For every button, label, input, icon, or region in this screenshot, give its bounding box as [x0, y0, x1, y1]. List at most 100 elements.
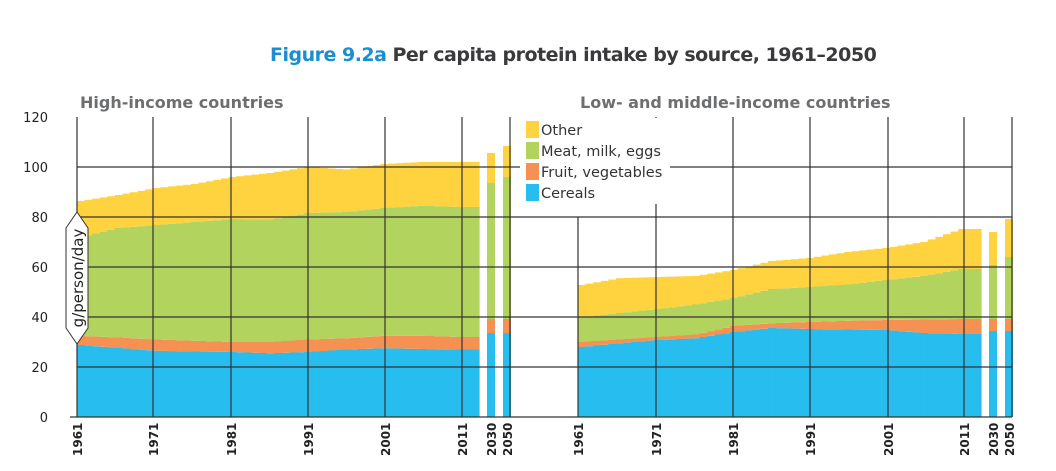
area-segment-cereals-1985: [259, 353, 268, 417]
x-tick-label: 2030: [485, 423, 499, 456]
area-segment-fruit-vegetables-1966: [114, 337, 124, 348]
area-segment-other-1964: [99, 197, 108, 232]
area-segment-cereals-1996: [342, 349, 351, 417]
area-segment-fruit-vegetables-1998: [859, 320, 868, 330]
area-segment-cereals-1987: [775, 328, 784, 417]
area-segment-fruit-vegetables-1973: [669, 336, 678, 340]
area-segment-fruit-vegetables-2013: [471, 337, 480, 350]
area-segment-other-1985: [760, 262, 769, 291]
area-segment-meat-milk-eggs-1992: [312, 212, 321, 340]
area-segment-cereals-1964: [600, 344, 609, 417]
area-segment-cereals-2001: [882, 330, 891, 417]
y-tick-label: 60: [31, 261, 48, 276]
area-segment-fruit-vegetables-1972: [160, 339, 169, 351]
area-segment-cereals-1962: [585, 346, 594, 417]
area-segment-meat-milk-eggs-1994: [828, 285, 838, 322]
area-segment-cereals-2003: [897, 331, 906, 417]
area-segment-other-1979: [213, 179, 222, 221]
area-segment-meat-milk-eggs-1967: [623, 312, 632, 339]
area-segment-other-1996: [844, 252, 853, 285]
legend-box: [520, 118, 670, 204]
area-segment-meat-milk-eggs-2007: [425, 206, 435, 336]
area-segment-other-1983: [243, 175, 253, 220]
area-segment-fruit-vegetables-2001: [882, 320, 891, 330]
area-segment-meat-milk-eggs-1976: [190, 222, 199, 341]
area-segment-fruit-vegetables-1988: [783, 322, 792, 329]
area-segment-fruit-vegetables-1999: [866, 320, 876, 330]
area-segment-other-1999: [866, 249, 876, 282]
area-segment-meat-milk-eggs-1998: [859, 282, 868, 321]
area-segment-meat-milk-eggs-1979: [213, 220, 222, 342]
x-tick-label: 1981: [225, 423, 239, 456]
area-segment-other-1969: [638, 277, 647, 311]
area-segment-meat-milk-eggs-1995: [836, 285, 845, 321]
area-segment-meat-milk-eggs-1997: [851, 283, 860, 321]
area-segment-meat-milk-eggs-1970: [646, 309, 655, 338]
area-segment-meat-milk-eggs-2004: [905, 277, 914, 320]
x-tick-label: 2011: [456, 423, 470, 456]
area-segment-fruit-vegetables-2009: [943, 319, 952, 334]
area-segment-other-1966: [616, 278, 625, 313]
area-segment-meat-milk-eggs-2001: [882, 280, 891, 320]
area-segment-meat-milk-eggs-1975: [183, 222, 192, 341]
bar-fruit-vegetables-2050: [1005, 319, 1013, 331]
area-segment-meat-milk-eggs-1985: [259, 219, 268, 342]
area-segment-meat-milk-eggs-1971: [152, 225, 161, 340]
area-segment-fruit-vegetables-1978: [707, 331, 716, 336]
area-segment-fruit-vegetables-1986: [768, 323, 777, 328]
area-segment-cereals-2005: [410, 348, 419, 417]
area-segment-meat-milk-eggs-2005: [912, 276, 921, 320]
legend-swatch: [526, 142, 539, 159]
area-segment-meat-milk-eggs-1973: [669, 307, 678, 336]
area-segment-cereals-2005: [912, 332, 921, 417]
area-segment-cereals-2009: [441, 349, 450, 417]
area-segment-fruit-vegetables-2009: [441, 336, 450, 350]
area-segment-cereals-1975: [684, 338, 693, 417]
area-segment-cereals-1996: [844, 329, 853, 417]
area-segment-cereals-1993: [319, 351, 328, 417]
area-segment-meat-milk-eggs-2012: [463, 207, 472, 337]
area-segment-meat-milk-eggs-1981: [228, 219, 237, 342]
area-segment-fruit-vegetables-2006: [418, 335, 427, 349]
area-segment-cereals-1967: [122, 348, 131, 417]
area-segment-meat-milk-eggs-2010: [448, 206, 457, 337]
area-segment-other-2007: [425, 162, 435, 206]
bar-other-2050: [1005, 219, 1013, 257]
area-segment-fruit-vegetables-1999: [365, 336, 374, 349]
area-segment-other-1977: [699, 274, 708, 304]
area-segment-fruit-vegetables-1966: [616, 339, 625, 344]
area-segment-cereals-1966: [114, 348, 124, 417]
right-panel-title: Low- and middle-income countries: [580, 93, 891, 112]
area-segment-fruit-vegetables-1980: [722, 327, 731, 334]
area-segment-fruit-vegetables-1979: [714, 329, 724, 335]
area-segment-other-1999: [365, 166, 374, 210]
y-axis-label: g/person/day: [69, 229, 87, 328]
area-segment-cereals-1963: [92, 346, 101, 417]
area-segment-cereals-2002: [889, 330, 898, 417]
area-segment-fruit-vegetables-1982: [737, 325, 746, 332]
area-segment-fruit-vegetables-2007: [425, 336, 435, 350]
area-segment-meat-milk-eggs-1971: [654, 309, 663, 337]
area-segment-other-2011: [456, 162, 465, 207]
area-segment-fruit-vegetables-1989: [790, 322, 800, 329]
area-segment-cereals-2009: [943, 333, 952, 417]
area-segment-meat-milk-eggs-1983: [745, 294, 754, 325]
area-segment-other-1996: [342, 169, 351, 212]
area-segment-other-1990: [798, 258, 807, 288]
area-segment-other-2004: [905, 244, 914, 278]
area-segment-other-1984: [251, 174, 260, 220]
area-segment-meat-milk-eggs-1978: [205, 220, 215, 342]
area-segment-meat-milk-eggs-1981: [730, 298, 739, 326]
area-segment-fruit-vegetables-1997: [350, 337, 359, 350]
legend-label: Cereals: [541, 186, 595, 202]
area-segment-cereals-1965: [107, 347, 116, 417]
area-segment-fruit-vegetables-1982: [236, 342, 245, 353]
area-segment-cereals-1975: [183, 351, 192, 417]
area-segment-meat-milk-eggs-2009: [441, 206, 450, 337]
area-segment-other-2006: [920, 242, 929, 276]
area-segment-meat-milk-eggs-1964: [99, 231, 108, 337]
area-segment-other-1985: [259, 173, 268, 220]
area-segment-fruit-vegetables-1962: [84, 336, 93, 346]
area-segment-cereals-1961: [578, 347, 587, 417]
area-segment-fruit-vegetables-1992: [312, 339, 321, 352]
